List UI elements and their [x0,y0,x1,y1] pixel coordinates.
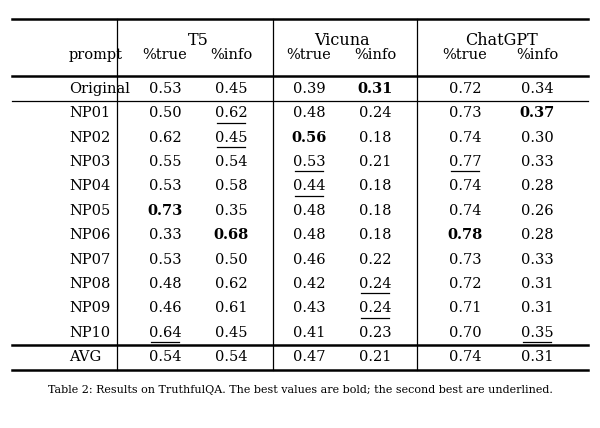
Text: ChatGPT: ChatGPT [464,32,538,48]
Text: 0.30: 0.30 [521,131,553,145]
Text: %info: %info [210,48,252,62]
Text: 0.53: 0.53 [149,82,181,95]
Text: 0.54: 0.54 [215,351,247,364]
Text: 0.22: 0.22 [359,253,391,267]
Text: 0.46: 0.46 [149,301,181,315]
Text: NP05: NP05 [69,204,110,218]
Text: NP07: NP07 [69,253,110,267]
Text: 0.64: 0.64 [149,326,181,340]
Text: 0.39: 0.39 [293,82,325,95]
Text: 0.70: 0.70 [449,326,481,340]
Text: 0.71: 0.71 [449,301,481,315]
Text: %true: %true [287,48,331,62]
Text: 0.62: 0.62 [149,131,181,145]
Text: 0.18: 0.18 [359,179,391,193]
Text: 0.24: 0.24 [359,106,391,120]
Text: NP08: NP08 [69,277,110,291]
Text: NP02: NP02 [69,131,110,145]
Text: 0.37: 0.37 [520,106,554,120]
Text: 0.43: 0.43 [293,301,325,315]
Text: 0.48: 0.48 [293,228,325,242]
Text: 0.35: 0.35 [521,326,553,340]
Text: 0.72: 0.72 [449,277,481,291]
Text: 0.45: 0.45 [215,82,247,95]
Text: 0.41: 0.41 [293,326,325,340]
Text: 0.46: 0.46 [293,253,325,267]
Text: 0.24: 0.24 [359,277,391,291]
Text: 0.68: 0.68 [214,228,248,242]
Text: 0.31: 0.31 [358,82,392,95]
Text: 0.34: 0.34 [521,82,553,95]
Text: 0.45: 0.45 [215,326,247,340]
Text: Vicuna: Vicuna [314,32,370,48]
Text: 0.33: 0.33 [521,253,553,267]
Text: 0.72: 0.72 [449,82,481,95]
Text: NP09: NP09 [69,301,110,315]
Text: 0.54: 0.54 [215,155,247,169]
Text: 0.23: 0.23 [359,326,391,340]
Text: %true: %true [443,48,487,62]
Text: 0.55: 0.55 [149,155,181,169]
Text: 0.48: 0.48 [293,106,325,120]
Text: 0.45: 0.45 [215,131,247,145]
Text: 0.28: 0.28 [521,179,553,193]
Text: 0.74: 0.74 [449,351,481,364]
Text: NP01: NP01 [69,106,110,120]
Text: 0.77: 0.77 [449,155,481,169]
Text: 0.26: 0.26 [521,204,553,218]
Text: 0.61: 0.61 [215,301,247,315]
Text: 0.24: 0.24 [359,301,391,315]
Text: 0.73: 0.73 [449,106,481,120]
Text: 0.28: 0.28 [521,228,553,242]
Text: 0.48: 0.48 [293,204,325,218]
Text: 0.50: 0.50 [149,106,181,120]
Text: 0.21: 0.21 [359,155,391,169]
Text: NP06: NP06 [69,228,110,242]
Text: 0.58: 0.58 [215,179,247,193]
Text: 0.42: 0.42 [293,277,325,291]
Text: NP03: NP03 [69,155,110,169]
Text: Original: Original [69,82,130,95]
Text: 0.31: 0.31 [521,351,553,364]
Text: 0.53: 0.53 [149,179,181,193]
Text: 0.31: 0.31 [521,277,553,291]
Text: 0.47: 0.47 [293,351,325,364]
Text: 0.18: 0.18 [359,204,391,218]
Text: 0.74: 0.74 [449,204,481,218]
Text: Table 2: Results on TruthfulQA. The best values are bold; the second best are un: Table 2: Results on TruthfulQA. The best… [47,385,553,395]
Text: 0.18: 0.18 [359,131,391,145]
Text: 0.73: 0.73 [148,204,182,218]
Text: T5: T5 [188,32,208,48]
Text: 0.33: 0.33 [521,155,553,169]
Text: %true: %true [143,48,187,62]
Text: NP10: NP10 [69,326,110,340]
Text: 0.56: 0.56 [292,131,326,145]
Text: 0.31: 0.31 [521,301,553,315]
Text: AVG: AVG [69,351,101,364]
Text: 0.18: 0.18 [359,228,391,242]
Text: 0.21: 0.21 [359,351,391,364]
Text: %info: %info [516,48,558,62]
Text: 0.35: 0.35 [215,204,247,218]
Text: prompt: prompt [69,48,123,62]
Text: %info: %info [354,48,396,62]
Text: 0.78: 0.78 [448,228,482,242]
Text: 0.73: 0.73 [449,253,481,267]
Text: 0.74: 0.74 [449,179,481,193]
Text: NP04: NP04 [69,179,110,193]
Text: 0.50: 0.50 [215,253,247,267]
Text: 0.53: 0.53 [293,155,325,169]
Text: 0.54: 0.54 [149,351,181,364]
Text: 0.44: 0.44 [293,179,325,193]
Text: 0.74: 0.74 [449,131,481,145]
Text: 0.53: 0.53 [149,253,181,267]
Text: 0.62: 0.62 [215,277,247,291]
Text: 0.62: 0.62 [215,106,247,120]
Text: 0.33: 0.33 [149,228,181,242]
Text: 0.48: 0.48 [149,277,181,291]
